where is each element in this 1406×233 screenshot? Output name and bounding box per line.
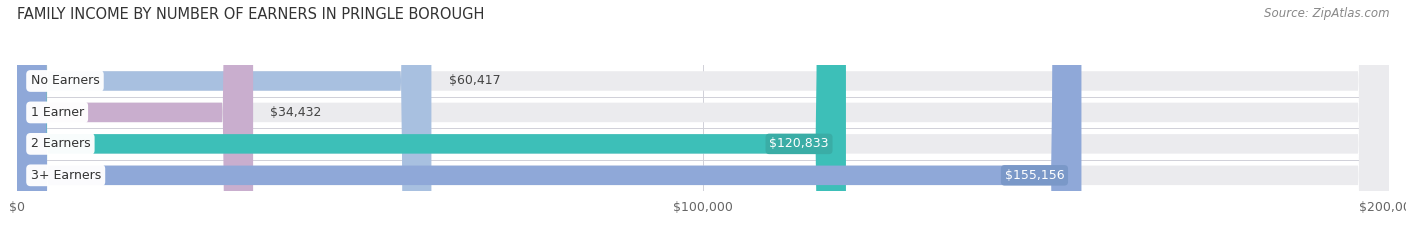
Text: FAMILY INCOME BY NUMBER OF EARNERS IN PRINGLE BOROUGH: FAMILY INCOME BY NUMBER OF EARNERS IN PR… bbox=[17, 7, 484, 22]
Bar bbox=[17, 65, 1389, 97]
Text: 2 Earners: 2 Earners bbox=[31, 137, 90, 150]
FancyBboxPatch shape bbox=[17, 0, 253, 233]
Bar bbox=[17, 128, 1389, 160]
FancyBboxPatch shape bbox=[17, 0, 1389, 233]
Bar bbox=[17, 160, 1389, 191]
Text: Source: ZipAtlas.com: Source: ZipAtlas.com bbox=[1264, 7, 1389, 20]
Text: $155,156: $155,156 bbox=[1005, 169, 1064, 182]
Text: No Earners: No Earners bbox=[31, 75, 100, 87]
FancyBboxPatch shape bbox=[17, 0, 1081, 233]
FancyBboxPatch shape bbox=[17, 0, 1389, 233]
Text: $120,833: $120,833 bbox=[769, 137, 828, 150]
Text: 3+ Earners: 3+ Earners bbox=[31, 169, 101, 182]
FancyBboxPatch shape bbox=[17, 0, 1389, 233]
FancyBboxPatch shape bbox=[17, 0, 432, 233]
FancyBboxPatch shape bbox=[17, 0, 1389, 233]
Text: $34,432: $34,432 bbox=[270, 106, 322, 119]
Bar bbox=[17, 97, 1389, 128]
Text: 1 Earner: 1 Earner bbox=[31, 106, 84, 119]
FancyBboxPatch shape bbox=[17, 0, 846, 233]
Text: $60,417: $60,417 bbox=[449, 75, 501, 87]
